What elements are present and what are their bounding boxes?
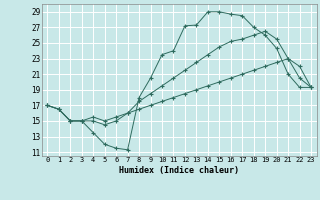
X-axis label: Humidex (Indice chaleur): Humidex (Indice chaleur) <box>119 166 239 175</box>
